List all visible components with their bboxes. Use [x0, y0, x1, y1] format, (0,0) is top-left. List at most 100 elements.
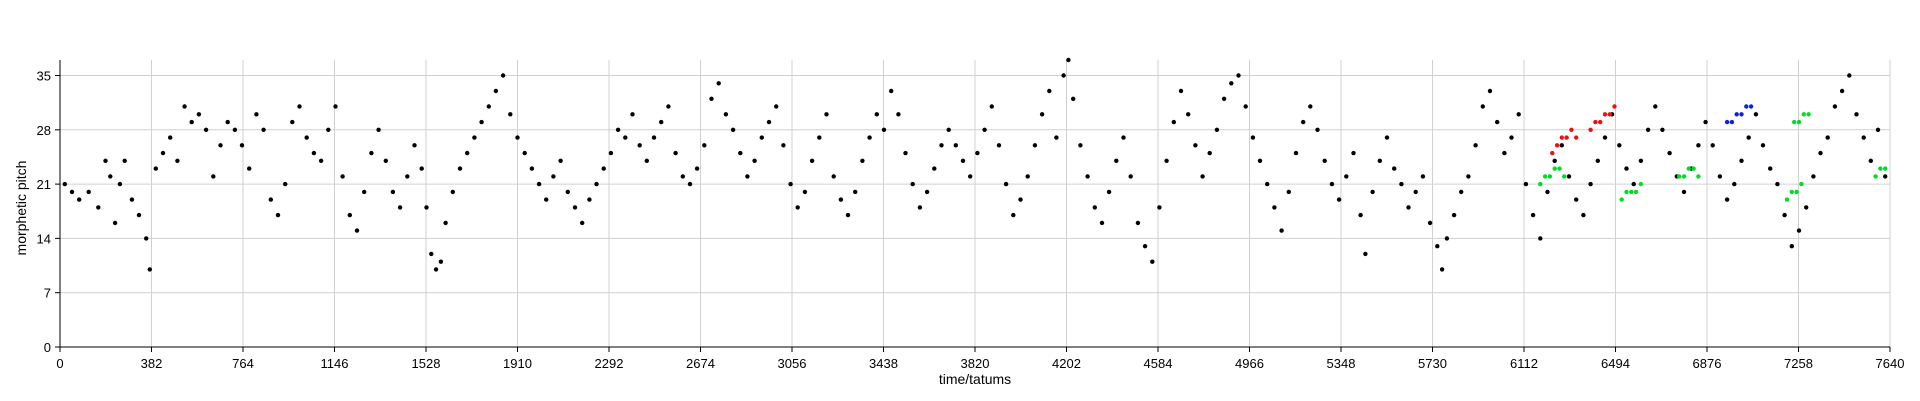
scatter-point [189, 119, 194, 125]
scatter-point [1883, 174, 1888, 179]
scatter-point [932, 166, 937, 171]
scatter-point [96, 205, 101, 210]
scatter-point [369, 150, 374, 156]
scatter-point [1624, 166, 1629, 171]
scatter-point [1301, 119, 1306, 125]
scatter-point [522, 150, 527, 156]
scatter-point [1157, 205, 1162, 210]
scatter-point [424, 205, 429, 210]
scatter-point [1377, 158, 1383, 163]
scatter-point [304, 135, 309, 140]
scatter-point [465, 150, 470, 156]
scatter-point [1322, 158, 1327, 163]
scatter-point [1061, 73, 1066, 78]
scatter-point [1114, 158, 1119, 163]
scatter-point [147, 267, 152, 272]
scatter-point [1538, 236, 1543, 241]
scatter-point [759, 135, 764, 140]
grid-layer [59, 60, 1891, 348]
scatter-point [1739, 158, 1744, 163]
scatter-point [1286, 189, 1292, 195]
scatter-point [1612, 104, 1617, 109]
scatter-point [268, 197, 273, 202]
scatter-point [1818, 150, 1823, 156]
scatter-point [544, 197, 549, 202]
scatter-point [1602, 112, 1608, 117]
scatter-point [996, 143, 1002, 148]
y-tick-label: 7 [44, 286, 51, 301]
scatter-point [450, 189, 455, 195]
scatter-point [673, 150, 678, 156]
scatter-point [1734, 112, 1739, 117]
scatter-point [1588, 127, 1593, 132]
scatter-point [1279, 228, 1284, 233]
scatter-point [1775, 181, 1780, 187]
scatter-point [1265, 181, 1270, 187]
scatter-point [1588, 181, 1593, 187]
scatter-point [1039, 112, 1045, 117]
scatter-point [1633, 189, 1639, 195]
scatter-point [136, 212, 142, 218]
scatter-point [1025, 174, 1030, 179]
scatter-point [853, 189, 858, 195]
scatter-point [182, 104, 187, 109]
y-tick-label: 21 [37, 177, 51, 192]
scatter-point [989, 104, 994, 109]
scatter-point [1003, 181, 1009, 187]
scatter-point [1399, 181, 1404, 187]
scatter-point [529, 166, 535, 171]
scatter-point [1557, 166, 1562, 171]
scatter-point [1667, 150, 1672, 156]
scatter-point [479, 119, 484, 125]
scatter-point [1691, 166, 1696, 171]
scatter-point [1638, 181, 1644, 187]
scatter-point [1523, 181, 1529, 187]
scatter-point [1178, 88, 1184, 94]
y-tick-label: 0 [44, 340, 51, 355]
x-tick-label: 764 [232, 356, 254, 371]
scatter-point [860, 158, 865, 163]
scatter-point [354, 228, 360, 233]
scatter-point [694, 166, 700, 171]
scatter-point [1768, 166, 1773, 171]
scatter-point [86, 189, 91, 195]
scatter-point [1392, 166, 1397, 171]
scatter-point [1229, 81, 1234, 86]
scatter-point [1550, 150, 1555, 156]
x-tick-label: 3438 [869, 356, 898, 371]
x-tick-label: 2674 [686, 356, 715, 371]
x-tick-label: 6876 [1693, 356, 1722, 371]
scatter-point [412, 143, 417, 148]
scatter-point [275, 212, 281, 218]
scatter-point [580, 220, 585, 226]
scatter-point [795, 205, 800, 210]
scatter-point [129, 197, 135, 202]
scatter-point [347, 212, 352, 218]
scatter-point [630, 112, 635, 117]
scatter-point [1406, 205, 1411, 210]
scatter-point [1257, 158, 1263, 163]
scatter-point [153, 166, 158, 171]
scatter-point [1873, 174, 1878, 179]
scatter-point [709, 96, 714, 102]
scatter-point [1092, 205, 1098, 210]
scatter-point [781, 143, 786, 148]
scatter-point [1801, 112, 1807, 117]
scatter-point [1760, 143, 1766, 148]
scatter-point [239, 143, 245, 148]
scatter-point [1566, 174, 1572, 179]
scatter-point [1825, 135, 1830, 140]
scatter-point [1099, 220, 1105, 226]
scatter-point [1789, 189, 1795, 195]
scatter-point [637, 143, 642, 148]
scatter-point [1370, 189, 1375, 195]
scatter-point [752, 158, 757, 163]
scatter-point [218, 143, 223, 148]
scatter-point [946, 127, 951, 132]
scatter-point [1363, 251, 1368, 257]
scatter-point [1595, 158, 1601, 163]
scatter-point [1878, 166, 1883, 171]
scatter-point [644, 158, 649, 163]
scatter-point [1839, 88, 1845, 94]
